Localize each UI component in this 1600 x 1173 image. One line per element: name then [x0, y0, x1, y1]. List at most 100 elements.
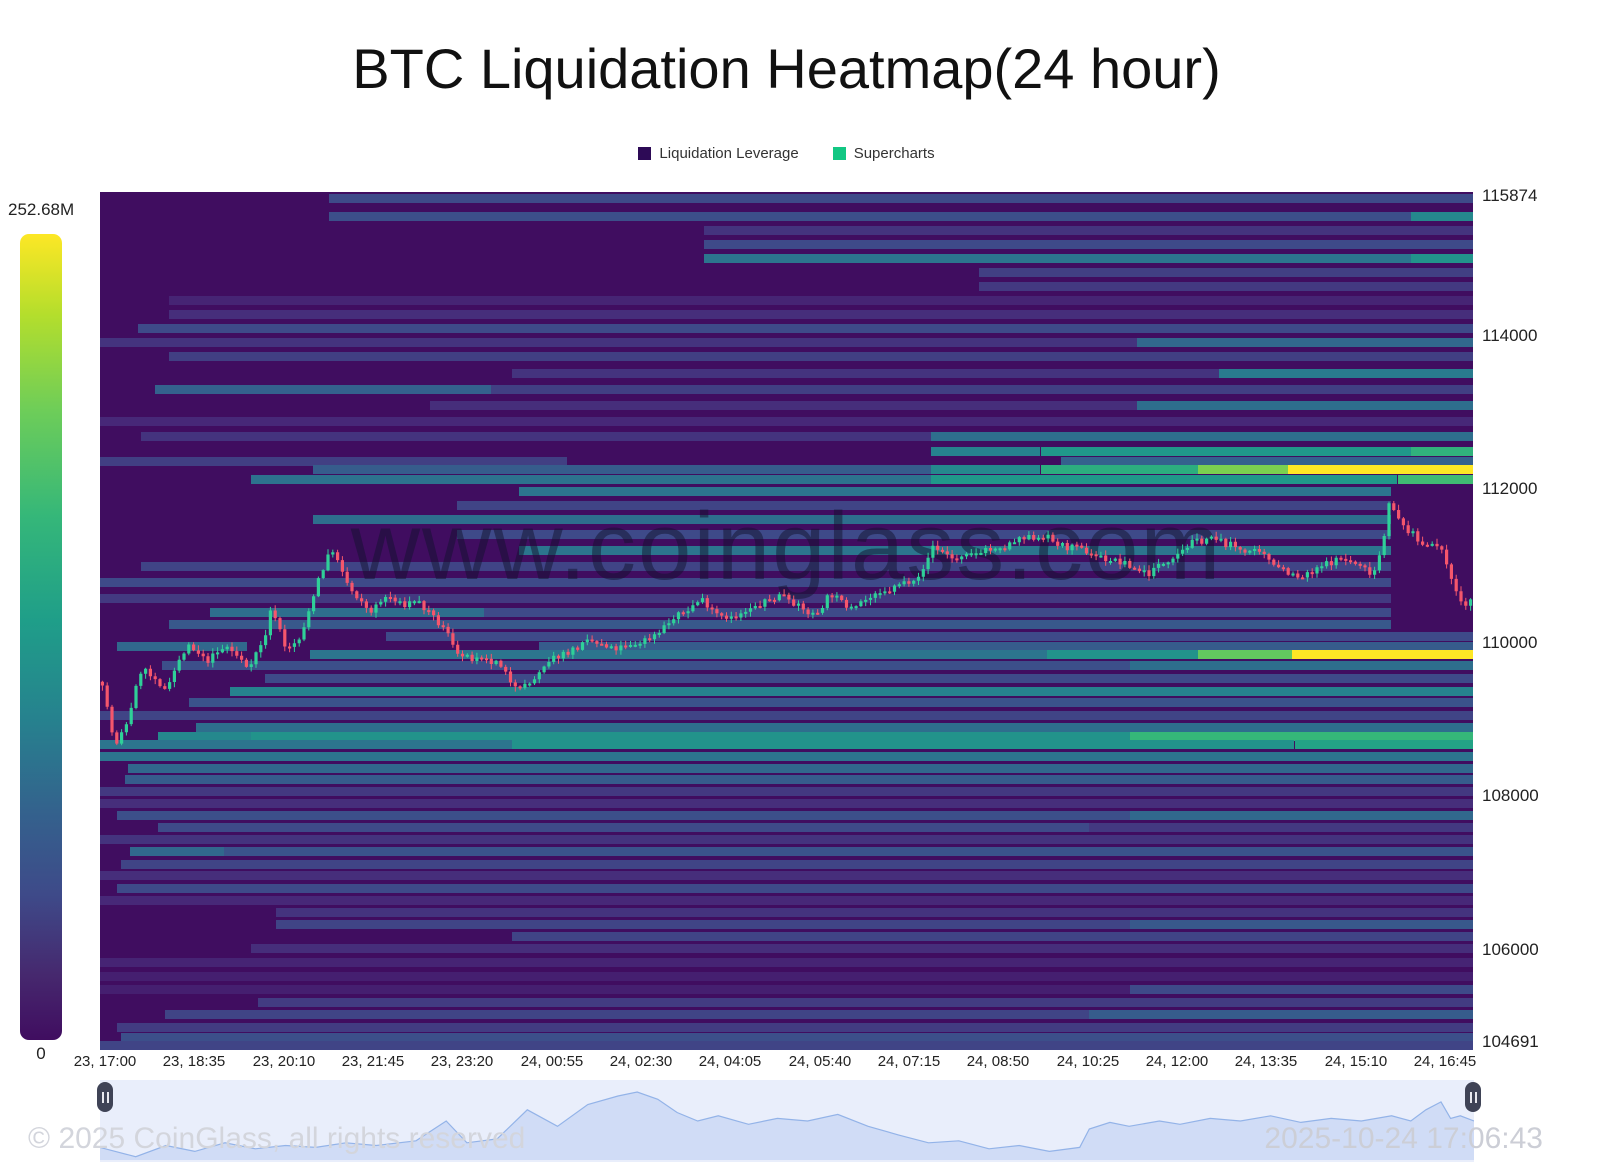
liquidation-band: [116, 883, 1473, 893]
liquidation-band: [429, 400, 1473, 410]
liquidation-band: [141, 561, 1391, 571]
liquidation-band: [116, 811, 1130, 821]
liquidation-band: [100, 739, 512, 749]
liquidation-band: [1136, 400, 1473, 410]
liquidation-band: [100, 710, 1473, 720]
x-axis-label: 24, 13:35: [1234, 1053, 1298, 1070]
liquidation-band: [511, 368, 1473, 378]
legend: Liquidation Leverage Supercharts: [100, 145, 1473, 162]
liquidation-band: [100, 958, 1473, 968]
liquidation-band: [100, 1041, 1473, 1050]
liquidation-band: [484, 607, 1391, 617]
liquidation-band: [251, 943, 1473, 953]
liquidation-band: [518, 487, 1391, 497]
liquidation-band: [1088, 823, 1473, 833]
legend-label: Supercharts: [853, 145, 935, 162]
liquidation-band: [100, 338, 1473, 348]
x-axis-label: 24, 08:50: [966, 1053, 1030, 1070]
liquidation-band: [264, 674, 1473, 684]
liquidation-band: [157, 731, 252, 741]
liquidation-band: [157, 823, 1089, 833]
liquidation-band: [223, 847, 1473, 857]
copyright-text: © 2025 CoinGlass, all rights reserved: [28, 1122, 526, 1155]
liquidation-band: [978, 282, 1473, 292]
liquidation-band: [100, 594, 1391, 604]
liquidation-band: [930, 447, 1041, 457]
liquidation-band: [275, 919, 1130, 929]
liquidation-band: [251, 731, 1130, 741]
liquidation-band: [100, 787, 1473, 796]
liquidation-band: [1291, 650, 1473, 660]
liquidation-band: [251, 475, 931, 485]
heatmap-plot-area[interactable]: www.coinglass.com: [100, 192, 1473, 1050]
liquidation-band: [1136, 338, 1473, 348]
liquidation-band: [930, 465, 1041, 475]
liquidation-band: [230, 686, 1473, 696]
x-axis-label: 23, 20:10: [252, 1053, 316, 1070]
liquidation-band: [116, 1022, 1473, 1032]
navigator-handle-right[interactable]: [1465, 1082, 1481, 1112]
liquidation-band: [100, 835, 1473, 845]
liquidation-band: [168, 620, 1391, 630]
liquidation-band: [1129, 661, 1473, 671]
liquidation-band: [100, 416, 1473, 426]
liquidation-band: [329, 193, 1473, 203]
liquidation-band: [164, 1010, 1089, 1020]
liquidation-band: [385, 632, 1473, 641]
liquidation-band: [511, 932, 1473, 941]
liquidation-band: [511, 739, 1295, 749]
x-axis-label: 24, 02:30: [609, 1053, 673, 1070]
x-axis-label: 24, 00:55: [520, 1053, 584, 1070]
x-axis-label: 23, 17:00: [73, 1053, 137, 1070]
liquidation-band: [704, 225, 1473, 235]
x-axis-label: 24, 12:00: [1145, 1053, 1209, 1070]
liquidation-band: [1129, 811, 1473, 821]
liquidation-band: [257, 998, 1473, 1008]
legend-label: Liquidation Leverage: [659, 145, 799, 162]
liquidation-band: [1219, 368, 1473, 378]
navigator-handle-left[interactable]: [97, 1082, 113, 1112]
colorbar-gradient: [20, 234, 62, 1040]
legend-swatch-supercharts: [832, 147, 846, 160]
liquidation-band: [1411, 447, 1473, 457]
liquidation-band: [329, 211, 1473, 221]
liquidation-band: [1411, 211, 1473, 221]
liquidation-band: [120, 1032, 1473, 1042]
liquidation-band: [1061, 457, 1473, 467]
liquidation-band: [930, 475, 1398, 485]
liquidation-band: [196, 722, 1473, 732]
x-axis-label: 24, 05:40: [788, 1053, 852, 1070]
liquidation-band: [1411, 253, 1473, 263]
liquidation-band: [312, 465, 931, 475]
navigator[interactable]: [100, 1080, 1474, 1162]
x-axis-label: 24, 15:10: [1324, 1053, 1388, 1070]
liquidation-band: [518, 545, 1391, 555]
x-axis-label: 24, 07:15: [877, 1053, 941, 1070]
liquidation-band: [127, 764, 1473, 773]
x-axis-label: 23, 18:35: [162, 1053, 226, 1070]
liquidation-band: [1129, 919, 1473, 929]
legend-item-supercharts[interactable]: Supercharts: [832, 145, 935, 162]
liquidation-band: [704, 253, 1473, 263]
liquidation-band: [209, 607, 485, 617]
liquidation-band: [491, 384, 1473, 394]
liquidation-band: [168, 352, 1473, 362]
liquidation-band: [930, 431, 1473, 441]
liquidation-band: [1397, 475, 1473, 485]
liquidation-band: [100, 751, 1473, 761]
liquidation-band: [100, 577, 1391, 587]
liquidation-band: [310, 650, 1048, 660]
liquidation-band: [1129, 731, 1473, 741]
liquidation-band: [138, 324, 1473, 334]
x-axis-label: 24, 04:05: [698, 1053, 762, 1070]
liquidation-band: [1040, 447, 1473, 457]
liquidation-band: [100, 799, 1473, 809]
liquidation-band: [1294, 739, 1473, 749]
liquidation-band: [130, 847, 224, 857]
legend-swatch-liquidation: [638, 147, 652, 160]
y-axis-label: 112000: [1482, 479, 1538, 498]
liquidation-band: [457, 501, 1391, 511]
y-axis-label: 106000: [1482, 940, 1539, 959]
legend-item-liquidation-leverage[interactable]: Liquidation Leverage: [638, 145, 799, 162]
